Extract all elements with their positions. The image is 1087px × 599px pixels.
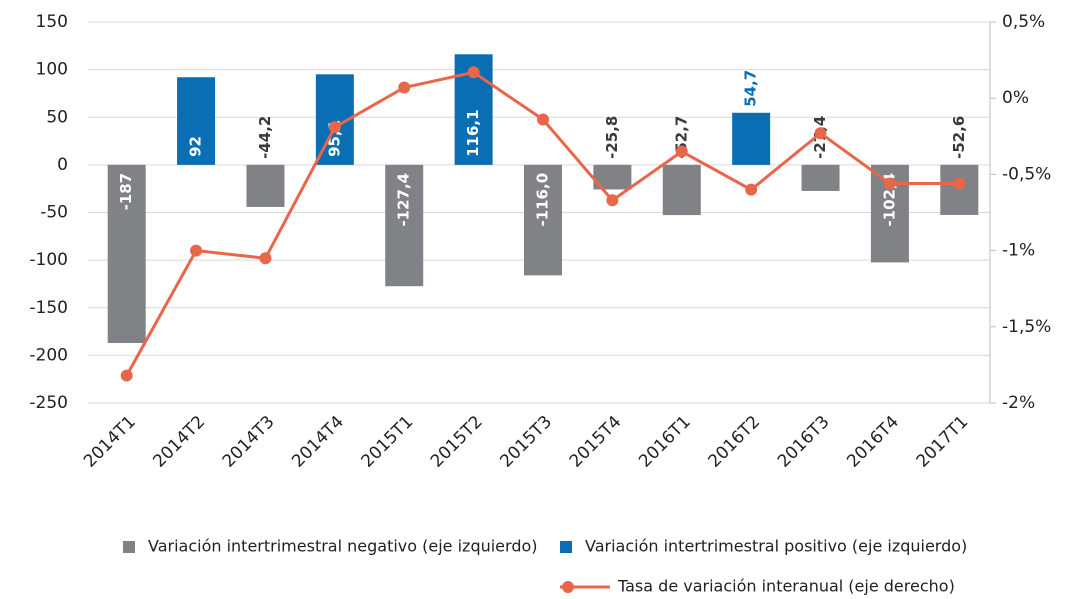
bar [801,164,840,191]
legend-label: Variación intertrimestral negativo (eje … [148,537,538,556]
line-point [537,113,549,126]
value-label: -116,0 [534,173,552,227]
legend-swatch [560,541,572,553]
line-point [120,369,133,382]
y2-tick-label: -1% [1002,241,1035,261]
bar [940,164,979,215]
line-point [953,177,966,190]
line-point [328,121,341,134]
bar [246,164,285,207]
y2-tick-label: -1,5% [1002,317,1051,337]
line-point [190,244,203,257]
y-tick-label: 150 [36,12,68,32]
y-tick-label: -100 [29,250,68,270]
value-label: -52,6 [950,116,968,159]
x-tick-label: 2016T1 [635,412,695,472]
value-label: 92 [187,136,205,157]
y2-tick-label: -0,5% [1002,164,1051,184]
y2-tick-label: 0,5% [1002,12,1045,32]
x-tick-label: 2015T3 [496,412,556,472]
bar [107,164,146,343]
x-tick-label: 2015T1 [358,412,418,472]
value-label: -127,4 [395,173,413,227]
line-point [814,127,827,140]
line-point [745,183,758,196]
line-point [467,66,480,79]
value-label: -25,8 [603,116,621,159]
value-label: -44,2 [256,116,274,159]
x-tick-label: 2016T4 [843,412,903,472]
value-label: 116,1 [464,109,482,156]
y2-tick-label: -2% [1002,393,1035,413]
line-point [675,145,688,158]
legend-swatch [123,541,135,553]
y-tick-label: -150 [29,298,68,318]
line-point [606,194,619,207]
legend-label: Variación intertrimestral positivo (eje … [585,537,967,556]
y-tick-label: 50 [46,107,68,127]
line-point [883,177,896,190]
legend-label: Tasa de variación interanual (eje derech… [617,577,955,596]
bar [385,164,424,287]
bar [732,112,771,165]
bar [662,164,701,216]
y-tick-label: -50 [40,203,68,223]
legend-swatch [562,581,574,593]
bar [524,164,562,276]
y2-tick-label: 0% [1002,88,1029,108]
x-tick-label: 2017T1 [913,412,973,472]
x-tick-label: 2016T3 [774,412,834,472]
x-tick-label: 2014T1 [80,412,140,472]
line-point [398,81,411,94]
x-tick-label: 2014T4 [288,412,348,472]
y-tick-label: -200 [29,345,68,365]
line-point [259,252,272,265]
x-tick-label: 2015T4 [566,412,626,472]
x-tick-label: 2014T2 [149,412,209,472]
x-tick-label: 2016T2 [704,412,764,472]
x-tick-label: 2014T3 [219,412,279,472]
value-label: 54,7 [742,70,760,107]
y-tick-label: 0 [57,155,68,175]
value-label: -187 [117,173,135,211]
y-tick-label: 100 [36,60,68,80]
y-tick-label: -250 [29,393,68,413]
bar [177,77,216,165]
x-tick-label: 2015T2 [427,412,487,472]
